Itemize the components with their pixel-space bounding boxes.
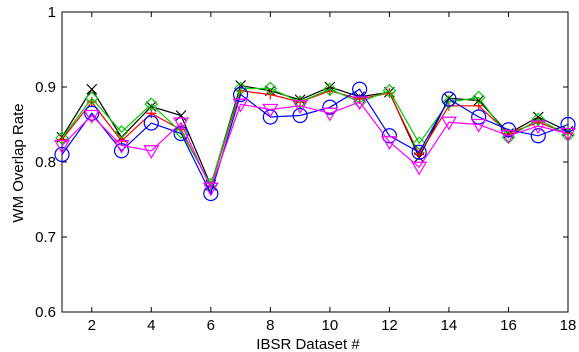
series-3-point-17 (530, 128, 546, 144)
series-0-point-15 (473, 95, 485, 106)
series-2-point-14 (442, 95, 456, 109)
series-4-point-15 (470, 118, 487, 133)
series-0-point-17 (532, 111, 544, 123)
y-tick-label-0: 0.6 (35, 304, 56, 321)
series-3-point-16 (500, 122, 517, 138)
series-3-line (61, 88, 569, 196)
series-4-point-7 (232, 98, 249, 113)
series-3-point-11 (352, 81, 368, 97)
y-tick-label-4: 1 (48, 4, 56, 21)
x-tick-label-18: 18 (560, 317, 577, 334)
series-2 (55, 81, 575, 192)
series-4-point-9 (292, 100, 309, 114)
series-2-point-12 (382, 83, 397, 98)
series-4-point-14 (440, 116, 457, 131)
series-2-point-15 (471, 90, 486, 105)
series-3-point-7 (232, 86, 249, 103)
series-4-point-18 (559, 127, 577, 142)
series-2-point-8 (263, 81, 278, 96)
series-lines (53, 80, 577, 202)
series-3-point-18 (560, 116, 576, 133)
series-4-point-2 (83, 109, 100, 124)
series-2-point-13 (412, 136, 427, 151)
plot-frame (61, 11, 569, 313)
series-3-point-4 (143, 115, 159, 131)
y-tick-label-1: 0.7 (35, 229, 56, 246)
x-tick-label-2: 2 (88, 317, 96, 334)
series-2-point-2 (84, 91, 99, 106)
series-3-point-5 (173, 125, 189, 142)
y-tick-label-3: 0.9 (35, 79, 56, 96)
series-4-point-13 (411, 161, 428, 176)
x-tick-label-10: 10 (322, 317, 339, 334)
series-4-point-5 (173, 117, 190, 132)
series-4-point-11 (351, 96, 368, 111)
series-2-point-4 (144, 97, 159, 112)
x-tick-label-4: 4 (147, 317, 155, 334)
x-tick-label-8: 8 (266, 317, 274, 334)
x-tick-label-12: 12 (381, 317, 398, 334)
series-3-point-9 (292, 107, 308, 124)
series-4 (53, 96, 577, 197)
series-4-point-10 (321, 107, 338, 122)
series-4-point-1 (53, 139, 71, 154)
series-4-point-3 (113, 139, 130, 154)
series-1-point-1 (57, 134, 67, 145)
x-axis-label: IBSR Dataset # (256, 336, 360, 352)
ticks: 2 4 6 8 10 12 14 16 18 0.6 0.7 0.8 0.9 1 (35, 4, 576, 334)
series-2-point-10 (323, 82, 337, 97)
series-0-point-4 (145, 101, 157, 112)
series-3 (54, 81, 576, 202)
series-2-point-17 (531, 112, 546, 127)
series-3-point-14 (441, 91, 457, 107)
y-tick-label-2: 0.8 (35, 154, 56, 171)
series-1-line (61, 90, 569, 188)
series-3-point-3 (113, 143, 130, 159)
x-tick-label-14: 14 (441, 317, 458, 334)
y-axis-label: WM Overlap Rate (10, 103, 27, 222)
series-2-point-5 (174, 125, 188, 139)
series-3-point-1 (54, 146, 70, 163)
series-2-point-1 (55, 131, 69, 145)
series-4-point-12 (381, 136, 398, 150)
x-tick-label-6: 6 (207, 317, 215, 334)
series-4-point-4 (143, 145, 160, 159)
x-tick-label-16: 16 (500, 317, 517, 334)
series-3-point-13 (411, 144, 427, 160)
series-3-point-12 (381, 128, 398, 144)
series-2-point-3 (114, 125, 129, 139)
series-4-point-17 (530, 120, 547, 135)
series-2-line (61, 87, 569, 187)
series-4-point-8 (262, 103, 279, 118)
series-4-point-16 (500, 130, 517, 144)
series-3-point-2 (84, 105, 100, 121)
series-0-point-5 (175, 110, 187, 121)
series-0-point-2 (86, 83, 98, 95)
series-3-point-10 (322, 99, 338, 115)
series-1-point-15 (473, 100, 484, 111)
series-2-point-6 (203, 177, 218, 192)
plot-area: 2 4 6 8 10 12 14 16 18 0.6 0.7 0.8 0.9 1 (35, 4, 576, 334)
series-4-point-6 (202, 182, 219, 197)
